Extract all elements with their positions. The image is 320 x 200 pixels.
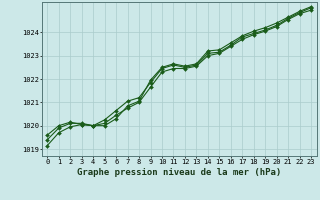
- X-axis label: Graphe pression niveau de la mer (hPa): Graphe pression niveau de la mer (hPa): [77, 168, 281, 177]
